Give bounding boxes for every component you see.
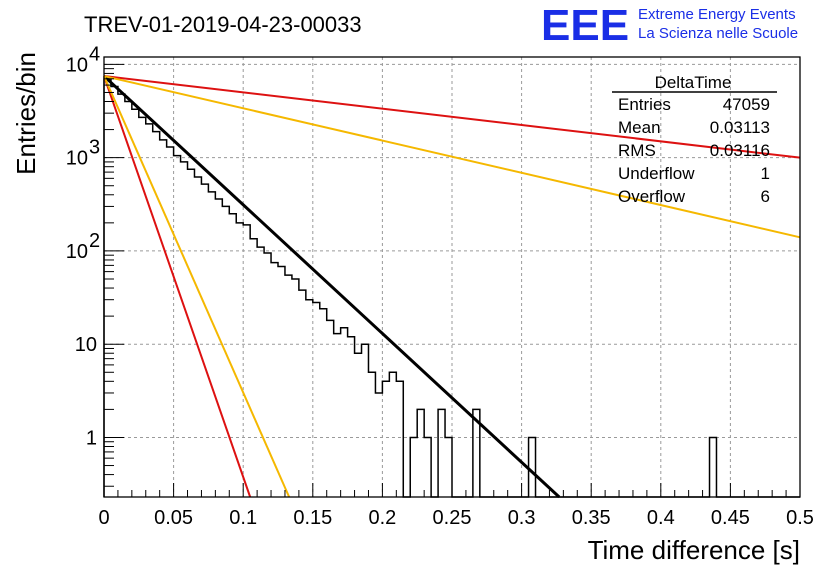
stats-row-label: Mean: [618, 118, 661, 137]
stats-row-label: Entries: [618, 95, 671, 114]
x-tick-label: 0: [98, 507, 109, 529]
y-tick-exponent: 3: [89, 137, 100, 159]
y-tick-exponent: 2: [89, 230, 100, 252]
y-tick-exponent: 4: [89, 43, 100, 65]
chart-title: TREV-01-2019-04-23-00033: [84, 12, 362, 37]
x-tick-label: 0.1: [229, 507, 257, 529]
fit-curves: [102, 74, 801, 499]
fit-curve: [103, 75, 801, 239]
logo-mark: EEE: [541, 1, 629, 50]
x-tick-label: 0.15: [293, 507, 332, 529]
y-axis-title: Entries/bin: [11, 52, 41, 175]
stats-row-value: 0.03116: [710, 141, 770, 160]
logo-line-2: La Scienza nelle Scuole: [638, 25, 798, 42]
x-tick-label: 0.35: [572, 507, 611, 529]
y-tick-label: 10: [66, 241, 88, 263]
fit-curve: [103, 75, 801, 159]
stats-row-value: 0.03113: [710, 118, 770, 137]
stats-row-value: 47059: [723, 95, 770, 114]
stats-row-label: RMS: [618, 141, 656, 160]
y-tick-label: 10: [75, 334, 97, 356]
x-tick-label: 0.5: [786, 507, 814, 529]
stats-row-label: Overflow: [618, 187, 686, 206]
axis-ticks: 0 0.05 0.1 0.15 0.2 0.25 0.3 0.35 0.4 0.45 0.5 1 10 1…: [66, 43, 814, 529]
x-tick-label: 0.25: [433, 507, 472, 529]
stats-title: DeltaTime: [655, 73, 732, 92]
eee-logo: EEE Extreme Energy Events La Scienza nel…: [541, 1, 798, 50]
y-tick-label: 1: [86, 427, 97, 449]
x-tick-label: 0.05: [154, 507, 193, 529]
logo-line-1: Extreme Energy Events: [638, 6, 796, 23]
x-tick-label: 0.45: [711, 507, 750, 529]
stats-rows: Entries 47059 Mean 0.03113 RMS 0.03116 Underfl…: [618, 95, 770, 206]
stats-row-value: 1: [761, 164, 770, 183]
fit-curve: [103, 75, 252, 498]
stats-row-value: 6: [761, 187, 770, 206]
stats-box: DeltaTime Entries 47059 Mean 0.03113 RMS 0.03…: [612, 73, 777, 206]
x-tick-label: 0.4: [647, 507, 675, 529]
fit-curve: [103, 75, 291, 498]
x-tick-label: 0.3: [508, 507, 536, 529]
grid: [104, 57, 800, 497]
y-tick-label: 10: [66, 54, 88, 76]
y-tick-label: 10: [66, 148, 88, 170]
x-axis-title: Time difference [s]: [588, 535, 800, 565]
x-tick-label: 0.2: [368, 507, 396, 529]
fit-curve: [102, 74, 561, 499]
stats-row-label: Underflow: [618, 164, 695, 183]
